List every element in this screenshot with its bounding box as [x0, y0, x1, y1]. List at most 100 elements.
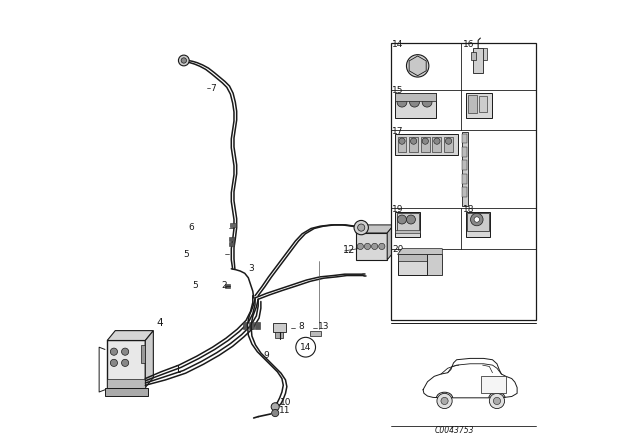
Text: 7: 7: [210, 84, 216, 93]
Bar: [463, 187, 467, 197]
Circle shape: [493, 397, 500, 405]
Circle shape: [406, 55, 429, 77]
Bar: [463, 174, 467, 184]
Bar: [481, 376, 506, 393]
Text: 17: 17: [392, 127, 404, 136]
Bar: [427, 254, 442, 275]
Text: 16: 16: [463, 40, 474, 49]
Circle shape: [296, 337, 316, 357]
Text: 12: 12: [343, 245, 356, 255]
Bar: [461, 132, 468, 206]
Text: 14: 14: [392, 40, 403, 49]
Text: 4: 4: [157, 318, 163, 327]
Polygon shape: [145, 331, 154, 388]
Circle shape: [445, 138, 452, 144]
Bar: [396, 212, 420, 237]
Circle shape: [470, 213, 483, 226]
Circle shape: [358, 224, 365, 231]
Text: 2: 2: [221, 281, 227, 290]
Text: 9: 9: [263, 351, 269, 360]
Circle shape: [357, 243, 364, 250]
Bar: [108, 379, 145, 388]
Circle shape: [110, 359, 118, 366]
Text: 11: 11: [279, 406, 291, 415]
Circle shape: [122, 359, 129, 366]
Circle shape: [474, 217, 479, 222]
Circle shape: [122, 348, 129, 355]
Circle shape: [437, 393, 452, 409]
Bar: [105, 388, 148, 396]
Bar: [463, 134, 467, 143]
Bar: [396, 93, 436, 101]
Bar: [141, 345, 145, 363]
Text: 19: 19: [392, 205, 404, 214]
Bar: [391, 43, 536, 320]
Polygon shape: [356, 225, 394, 233]
Bar: [396, 93, 436, 118]
Bar: [421, 137, 430, 152]
Circle shape: [397, 97, 407, 107]
Circle shape: [410, 97, 419, 107]
Circle shape: [364, 243, 371, 250]
Bar: [467, 213, 489, 231]
Circle shape: [354, 220, 369, 235]
Circle shape: [271, 403, 279, 411]
Text: 10: 10: [280, 398, 291, 407]
Text: 8: 8: [298, 322, 304, 331]
Circle shape: [441, 397, 448, 405]
Bar: [396, 230, 420, 233]
Circle shape: [406, 215, 415, 224]
Bar: [433, 137, 442, 152]
Polygon shape: [387, 225, 394, 260]
Circle shape: [179, 55, 189, 66]
Circle shape: [422, 138, 428, 144]
Circle shape: [271, 409, 279, 417]
Text: 15: 15: [392, 86, 404, 95]
Circle shape: [397, 215, 406, 224]
Polygon shape: [108, 331, 154, 340]
Circle shape: [371, 243, 378, 250]
Bar: [483, 48, 486, 60]
Bar: [444, 137, 453, 152]
Bar: [225, 284, 230, 288]
Bar: [249, 322, 253, 329]
Bar: [468, 95, 477, 113]
Circle shape: [399, 138, 405, 144]
Bar: [463, 160, 467, 170]
Text: 6: 6: [189, 223, 195, 232]
Bar: [243, 322, 248, 329]
Text: 5: 5: [192, 281, 198, 290]
Bar: [466, 93, 493, 118]
Circle shape: [181, 58, 186, 63]
Circle shape: [413, 61, 422, 70]
Bar: [356, 233, 387, 260]
Bar: [397, 254, 427, 275]
Text: 5: 5: [184, 250, 189, 259]
Bar: [108, 340, 145, 388]
Bar: [255, 322, 260, 329]
Text: 14: 14: [300, 343, 311, 352]
Circle shape: [434, 138, 440, 144]
Circle shape: [110, 348, 118, 355]
Circle shape: [490, 393, 504, 409]
Text: 20: 20: [392, 246, 403, 254]
Bar: [466, 212, 490, 237]
Bar: [463, 147, 467, 157]
Bar: [229, 237, 234, 241]
Bar: [397, 213, 419, 231]
Bar: [397, 137, 406, 152]
Bar: [473, 48, 483, 73]
Bar: [310, 331, 321, 336]
Circle shape: [422, 97, 432, 107]
Circle shape: [410, 138, 417, 144]
Text: 18: 18: [463, 205, 474, 214]
Bar: [229, 242, 234, 246]
Polygon shape: [409, 56, 426, 76]
Bar: [396, 134, 458, 155]
Bar: [479, 96, 487, 112]
Bar: [470, 52, 476, 60]
Bar: [273, 323, 287, 332]
Bar: [230, 223, 236, 227]
Text: 3: 3: [248, 264, 254, 273]
Circle shape: [379, 243, 385, 250]
